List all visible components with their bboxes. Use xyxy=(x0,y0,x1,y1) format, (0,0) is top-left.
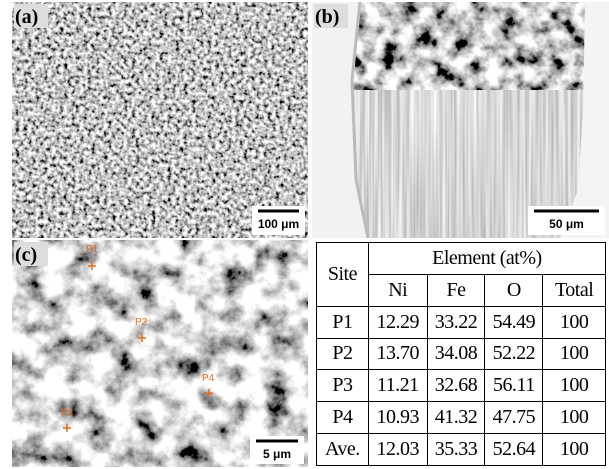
table-cell: 54.49 xyxy=(485,306,543,338)
table-cell: P4 xyxy=(317,402,369,434)
table-cell: 12.03 xyxy=(368,434,427,466)
table-cell: 52.64 xyxy=(485,434,543,466)
figure: (a) 100 μm (b) 50 μm (c) P1 P2 P3 P4 5 μ… xyxy=(0,0,609,469)
header-cell: O xyxy=(485,274,543,306)
table-cell: 13.70 xyxy=(368,338,427,370)
point-label: P2 xyxy=(135,317,148,328)
table-cell: 100 xyxy=(543,306,606,338)
scale-bar-label: 5 μm xyxy=(263,447,291,461)
table-cell: 12.29 xyxy=(368,306,427,338)
scale-bar-label: 50 μm xyxy=(549,217,584,231)
sem-image-c xyxy=(12,240,308,467)
header-cell: Fe xyxy=(427,274,485,306)
table-cell: 100 xyxy=(543,370,606,402)
table-cell: 32.68 xyxy=(427,370,485,402)
table-cell: 100 xyxy=(543,434,606,466)
table-cell: 47.75 xyxy=(485,402,543,434)
table-cell: 11.21 xyxy=(368,370,427,402)
header-cell: Element (at%) xyxy=(368,243,605,275)
table-cell: 10.93 xyxy=(368,402,427,434)
table-cell: 41.32 xyxy=(427,402,485,434)
header-row: Site Element (at%) xyxy=(317,243,606,275)
sem-image-b xyxy=(312,2,609,238)
table-cell: P1 xyxy=(317,306,369,338)
table-cell: 100 xyxy=(543,402,606,434)
sem-image-a xyxy=(12,2,308,238)
panel-label: (a) xyxy=(15,6,38,28)
header-cell: Site xyxy=(317,243,369,307)
scale-bar-label: 100 μm xyxy=(258,217,299,231)
table-cell: P3 xyxy=(317,370,369,402)
table-cell: 34.08 xyxy=(427,338,485,370)
table-cell: 52.22 xyxy=(485,338,543,370)
point-label: P4 xyxy=(202,373,215,384)
table-cell: Ave. xyxy=(317,434,369,466)
header-cell: Ni xyxy=(368,274,427,306)
panel-label: (c) xyxy=(15,244,37,266)
table-cell: 56.11 xyxy=(485,370,543,402)
panel-label: (b) xyxy=(315,6,339,28)
table-cell: P2 xyxy=(317,338,369,370)
table-cell: 100 xyxy=(543,338,606,370)
point-label: P3 xyxy=(61,408,74,419)
point-label: P1 xyxy=(86,244,99,255)
header-cell: Total xyxy=(543,274,606,306)
table-cell: 33.22 xyxy=(427,306,485,338)
table-cell: 35.33 xyxy=(427,434,485,466)
